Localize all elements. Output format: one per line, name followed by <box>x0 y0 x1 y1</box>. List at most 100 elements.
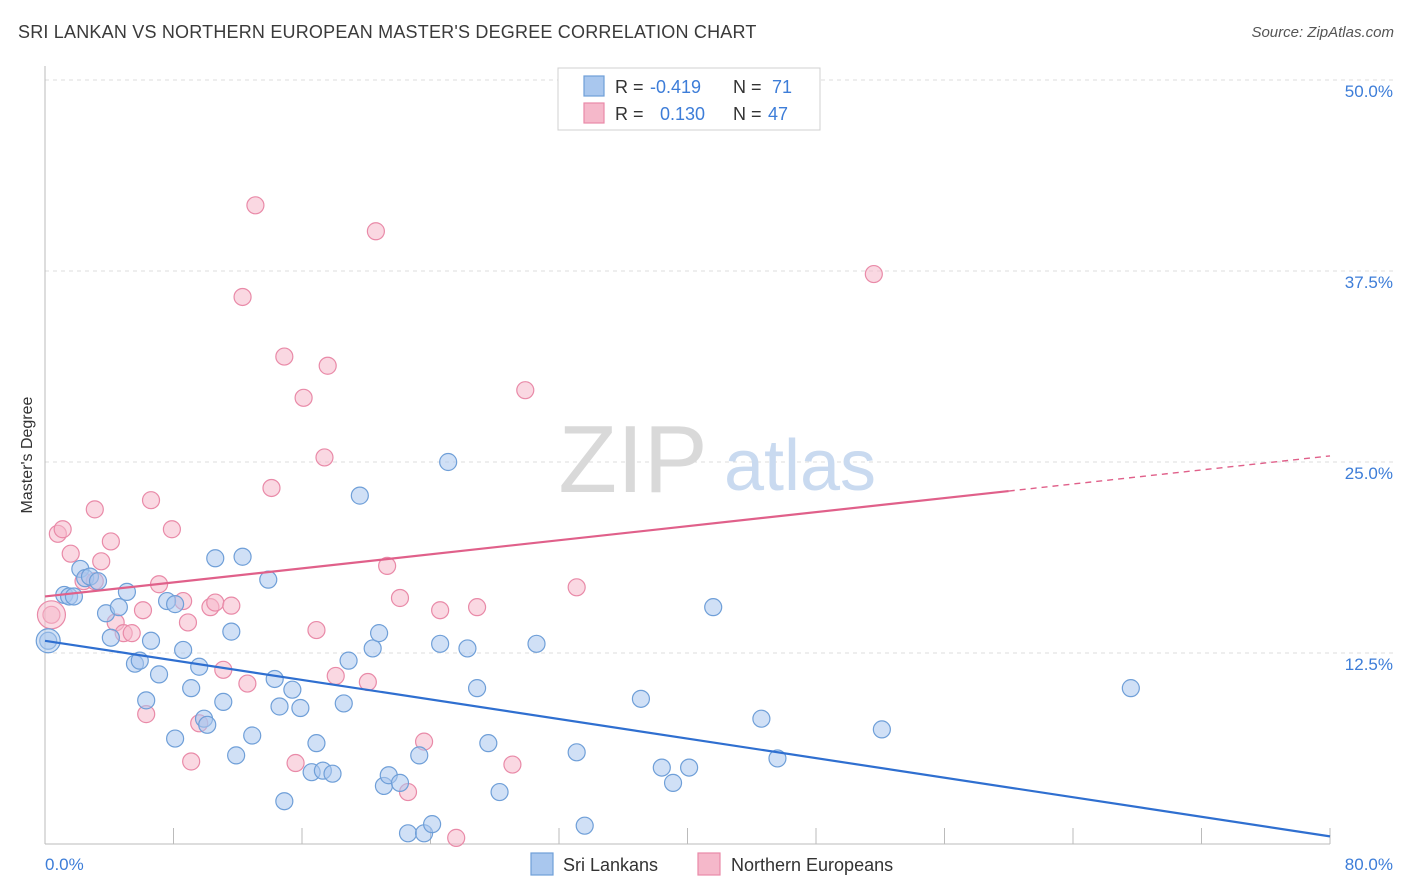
y-tick-label: 50.0% <box>1345 82 1393 101</box>
northern-europeans-point <box>286 753 305 773</box>
legend-label-sri-lankans[interactable]: Sri Lankans <box>563 855 658 875</box>
northern-europeans-point <box>516 381 535 400</box>
y-tick-label: 25.0% <box>1345 464 1393 483</box>
stats-n-value-pink: 47 <box>768 104 788 124</box>
stats-r-value-blue: -0.419 <box>650 77 701 97</box>
sri-lankans-point <box>198 715 217 734</box>
sri-lankans-point <box>166 595 185 614</box>
sri-lankans-point <box>149 665 169 684</box>
northern-europeans-point <box>61 544 80 563</box>
northern-europeans-point <box>238 674 257 693</box>
x-tick-label-min: 0.0% <box>45 855 84 874</box>
northern-europeans-point <box>141 491 161 510</box>
sri-lankans-point <box>752 709 771 728</box>
sri-lankans-point <box>423 815 442 834</box>
northern-europeans-point <box>567 578 586 597</box>
x-axis-tick-labels: 0.0% 80.0% <box>45 855 1393 874</box>
sri-lankans-point <box>527 634 546 653</box>
stats-swatch-blue <box>583 75 605 97</box>
northern-europeans-point <box>447 828 466 847</box>
stats-r-value-pink: 0.130 <box>660 104 705 124</box>
sri-lankans-point <box>137 691 156 710</box>
sri-lankans-point <box>350 486 369 505</box>
sri-lankans-point <box>575 816 594 835</box>
sri-lankans-point <box>243 726 262 745</box>
sri-lankans-point <box>370 624 389 643</box>
sri-lankans-point <box>1121 679 1140 698</box>
northern-europeans-point <box>378 556 397 576</box>
stats-r-label-blue: R = <box>615 77 644 97</box>
northern-europeans-point <box>85 500 104 519</box>
sri-lankans-point <box>631 689 651 708</box>
northern-europeans-point <box>366 222 385 241</box>
sri-lankans-trend-line <box>44 639 1331 838</box>
chart-title: SRI LANKAN VS NORTHERN EUROPEAN MASTER'S… <box>18 22 757 42</box>
sri-lankans-point <box>872 720 891 739</box>
sri-lankans-point <box>88 572 108 591</box>
legend-label-northern-europeans[interactable]: Northern Europeans <box>731 855 893 875</box>
northern-europeans-point <box>53 520 72 539</box>
sri-lankans-point <box>479 734 498 753</box>
northern-europeans-point <box>36 600 67 630</box>
watermark-zip: ZIP <box>558 406 707 513</box>
stats-n-label-pink: N = <box>733 104 762 124</box>
sri-lankans-point <box>334 694 353 713</box>
sri-lankans-point <box>222 622 241 641</box>
northern-europeans-point <box>262 478 281 498</box>
northern-europeans-point <box>318 356 337 375</box>
x-tick-label-max: 80.0% <box>1345 855 1393 874</box>
y-tick-label: 37.5% <box>1345 273 1393 292</box>
sri-lankans-point <box>339 651 358 670</box>
northern-europeans-point <box>222 596 241 615</box>
sri-lankans-point <box>467 679 487 698</box>
sri-lankans-point <box>307 734 326 753</box>
sri-lankans-point <box>652 758 671 777</box>
northern-europeans-point <box>182 752 201 771</box>
watermark-atlas: atlas <box>724 426 876 506</box>
stats-n-label-blue: N = <box>733 77 762 97</box>
northern-europeans-point <box>315 448 334 467</box>
sri-lankans-point <box>680 758 699 777</box>
northern-europeans-point <box>246 196 265 215</box>
northern-europeans-point <box>307 620 326 640</box>
x-axis-ticks <box>44 828 1331 844</box>
trend-lines <box>44 455 1331 838</box>
series-legend: Sri Lankans Northern Europeans <box>530 852 893 876</box>
sri-lankans-point <box>663 773 683 792</box>
sri-lankans-point <box>398 824 418 843</box>
sri-lankans-point <box>166 729 185 748</box>
sri-lankans-point <box>410 746 429 765</box>
stats-n-value-blue: 71 <box>772 77 792 97</box>
northern-europeans-point <box>294 388 313 407</box>
stats-r-label-pink: R = <box>615 104 644 124</box>
sri-lankans-points <box>35 452 1140 843</box>
sri-lankans-point <box>768 749 787 768</box>
northern-europeans-point <box>122 624 141 643</box>
sri-lankans-point <box>64 587 84 606</box>
northern-europeans-point <box>467 598 487 617</box>
sri-lankans-point <box>101 628 120 647</box>
y-tick-label: 12.5% <box>1345 655 1393 674</box>
legend-swatch-northern-europeans[interactable] <box>697 852 721 876</box>
northern-europeans-point <box>233 287 252 307</box>
northern-europeans-trend-extension <box>1008 455 1331 492</box>
northern-europeans-point <box>864 264 883 284</box>
sri-lankans-point <box>265 669 284 689</box>
sri-lankans-point <box>109 598 128 617</box>
northern-europeans-point <box>162 520 181 539</box>
sri-lankans-point <box>363 639 382 658</box>
sri-lankans-point <box>291 698 310 718</box>
northern-europeans-point <box>206 593 225 612</box>
sri-lankans-point <box>490 782 509 802</box>
northern-europeans-point <box>326 666 345 686</box>
sri-lankans-point <box>458 639 477 658</box>
grid-lines <box>45 79 1393 654</box>
sri-lankans-point <box>275 792 294 811</box>
legend-swatch-sri-lankans[interactable] <box>530 852 554 876</box>
northern-europeans-point <box>92 552 111 571</box>
sri-lankans-point <box>704 598 723 617</box>
northern-europeans-point <box>390 588 410 608</box>
sri-lankans-point <box>439 452 458 472</box>
sri-lankans-point <box>233 547 252 566</box>
